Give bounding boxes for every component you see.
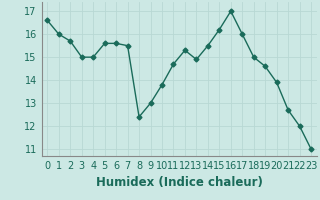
X-axis label: Humidex (Indice chaleur): Humidex (Indice chaleur): [96, 176, 263, 189]
